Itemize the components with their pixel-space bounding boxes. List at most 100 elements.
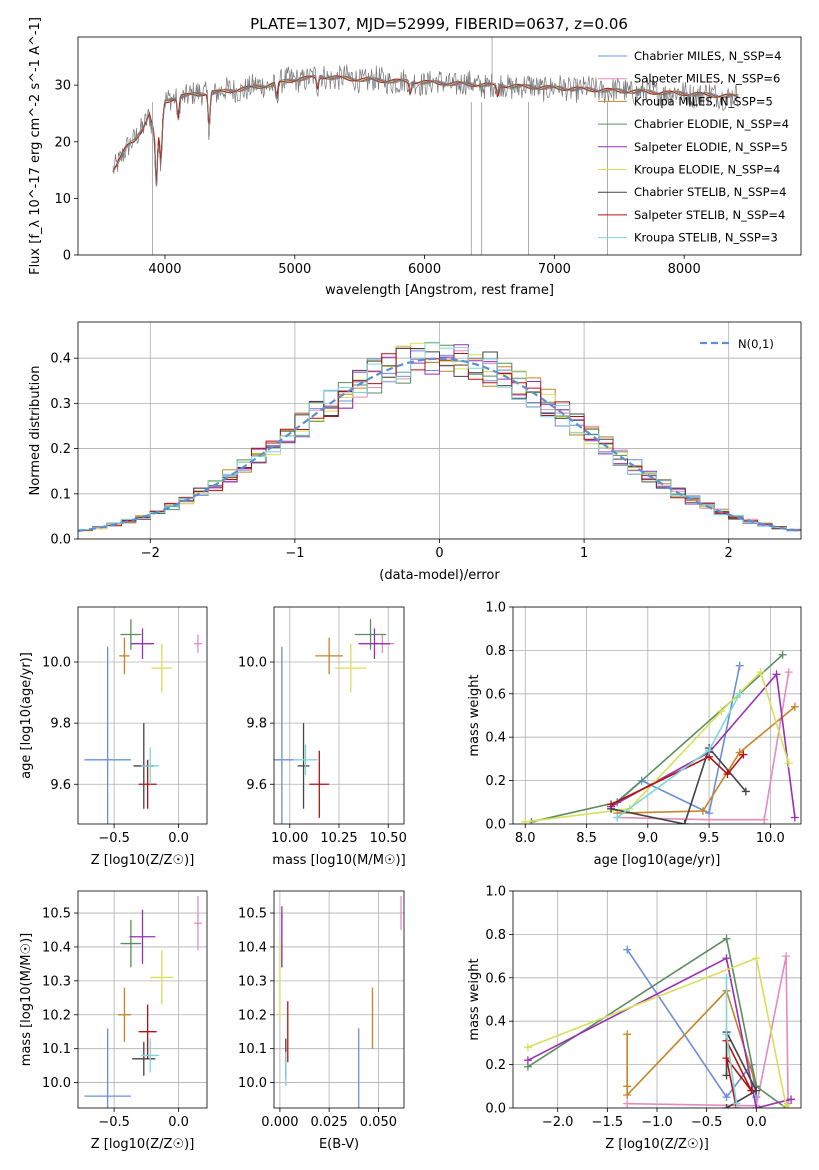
y-tick-label: 0.3 [50,397,71,412]
weight-point-marker [623,945,632,954]
y-tick-label: 10.0 [42,656,71,671]
plot-area-weight-vs-age [513,607,801,824]
x-tick-label: 10.0 [756,831,785,846]
x-axis-label: Z [log10(Z/Z☉)] [91,853,195,868]
y-tick-label: 10.0 [238,1076,267,1091]
y-axis-label: Normed distribution [28,366,43,496]
y-tick-label: 0.0 [485,1102,506,1117]
weight-point-marker [778,650,787,659]
weight-point-marker [760,815,769,824]
y-tick-label: 20 [54,135,71,150]
x-tick-label: 10.00 [271,831,308,846]
legend-label: Kroupa STELIB, N_SSP=3 [634,231,778,245]
y-tick-label: 10.4 [42,940,71,955]
y-tick-label: 0.1 [50,487,71,502]
panel-residuals: −2 −1 0 1 2 0.0 0.1 0.2 0.3 0.4 (data-model)/error… [28,321,802,583]
weight-series-line [527,957,789,1108]
weight-series-line [725,1031,758,1108]
x-tick-label: 9.0 [637,831,658,846]
weight-point-marker [623,1090,632,1099]
y-tick-label: 9.8 [50,717,71,732]
weight-point-marker [732,1099,741,1108]
x-tick-label: 0.0 [168,831,189,846]
y-axis-label: age [log10(age/yr)] [19,652,34,779]
y-tick-label: 0.0 [485,818,506,833]
x-tick-label: 10.25 [320,831,357,846]
y-tick-label: 1.0 [485,601,506,616]
panel-weight-vs-age: 8.0 8.5 9.0 9.5 10.0 0.0 0.2 0.4 0.6 0.8 1.0 age [l… [467,601,802,868]
x-axis-label: mass [log10(M/M☉)] [272,853,405,868]
y-tick-label: 10.2 [42,1008,71,1023]
x-tick-label: −0.5 [691,1115,723,1130]
weight-point-marker [607,800,616,809]
y-axis-label: mass [log10(M/M☉)] [19,933,34,1066]
panel-weight-vs-Z: −2.0 −1.5 −1.0 −0.5 0.0 0.0 0.2 0.4 0.6 0.8 1.0 Z [… [467,885,802,1152]
normal-reference-curve [78,357,801,533]
legend-label: Salpeter ELODIE, N_SSP=5 [634,140,788,154]
weight-point-marker [747,1086,756,1095]
legend-label: Kroupa ELODIE, N_SSP=4 [634,163,780,177]
legend-label: Salpeter STELIB, N_SSP=4 [634,208,785,222]
x-tick-label: 0.0 [168,1115,189,1130]
y-tick-label: 10.1 [238,1042,267,1057]
weight-point-marker [739,750,748,759]
x-tick-label: 0.0 [746,1115,767,1130]
x-tick-label: 7000 [538,262,571,277]
legend-label: Chabrier MILES, N_SSP=4 [634,49,781,63]
weight-point-marker [790,813,799,822]
residual-legend: N(0,1) [700,337,774,351]
weight-point-marker [790,702,799,711]
y-tick-label: 0.2 [485,1058,506,1073]
plot-area-spectrum [112,37,739,255]
weight-point-marker [756,668,765,677]
x-tick-label: −1.5 [592,1115,624,1130]
y-tick-label: 10.1 [42,1042,71,1057]
axes-frame [77,606,208,825]
y-tick-label: 9.6 [246,778,267,793]
y-tick-label: 10.3 [238,974,267,989]
weight-point-marker [772,670,781,679]
x-axis-label: age [log10(age/yr)] [594,853,721,868]
x-tick-label: 10.50 [370,831,407,846]
y-tick-label: 0.4 [50,352,71,367]
x-tick-label: 1 [580,546,588,561]
weight-point-marker [784,668,793,677]
x-axis-label: Z [log10(Z/Z☉)] [605,1137,709,1152]
plot-area-mass-vs-Z [78,891,207,1108]
weight-point-marker [752,1104,761,1108]
plot-area-mass-vs-EBV [274,891,404,1108]
x-axis-label: (data-model)/error [379,568,500,583]
y-tick-label: 9.6 [50,778,71,793]
weight-series-line [626,989,758,1097]
histogram-series [78,342,801,532]
y-axis-label: mass weight [467,674,482,756]
weight-point-marker [623,1099,632,1108]
x-tick-label: −1.0 [641,1115,673,1130]
weight-point-marker [782,1101,791,1108]
panel-age-vs-Z: −0.5 0.0 9.6 9.8 10.0 Z [log10(Z/Z☉)] age [log… [19,606,208,868]
weight-series-line [527,937,787,1108]
legend-label: Salpeter MILES, N_SSP=6 [634,72,780,86]
legend-label: Chabrier ELODIE, N_SSP=4 [634,117,789,131]
weight-point-marker [752,954,761,963]
legend-label: N(0,1) [738,337,774,351]
x-tick-label: −0.5 [98,831,130,846]
weight-point-marker [523,1056,532,1065]
y-tick-label: 0.2 [50,442,71,457]
plot-area-age-vs-Z [78,607,207,824]
spectrum-legend: Chabrier MILES, N_SSP=4 Salpeter MILES, N… [598,49,789,245]
axes-frame [77,321,802,540]
y-axis-label: Flux [f_λ 10^-17 erg cm^-2 s^-1 A^-1] [28,17,43,275]
weight-point-marker [705,746,714,755]
legend-label: Kroupa MILES, N_SSP=5 [634,94,773,108]
x-tick-label: 0.025 [311,1115,348,1130]
x-tick-label: 0.000 [261,1115,298,1130]
x-tick-label: −2 [141,546,160,561]
weight-series-line [525,670,790,823]
weight-series-line [725,1040,753,1108]
y-axis-label: mass weight [467,958,482,1040]
y-tick-label: 0 [63,249,71,264]
y-tick-label: 0.8 [485,644,506,659]
x-axis-label: wavelength [Angstrom, rest frame] [325,283,554,298]
